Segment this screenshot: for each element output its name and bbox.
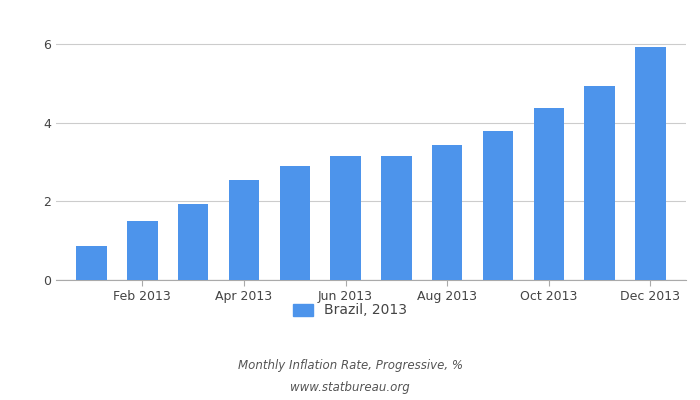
- Bar: [382, 156, 412, 280]
- Bar: [279, 166, 310, 280]
- Text: Monthly Inflation Rate, Progressive, %: Monthly Inflation Rate, Progressive, %: [237, 360, 463, 372]
- Text: www.statbureau.org: www.statbureau.org: [290, 382, 410, 394]
- Bar: [635, 47, 666, 280]
- Bar: [229, 180, 259, 280]
- Bar: [178, 204, 209, 280]
- Bar: [432, 145, 463, 280]
- Bar: [584, 86, 615, 280]
- Bar: [330, 156, 360, 280]
- Bar: [76, 246, 107, 280]
- Bar: [483, 131, 513, 280]
- Legend: Brazil, 2013: Brazil, 2013: [287, 298, 413, 323]
- Bar: [533, 108, 564, 280]
- Bar: [127, 221, 158, 280]
